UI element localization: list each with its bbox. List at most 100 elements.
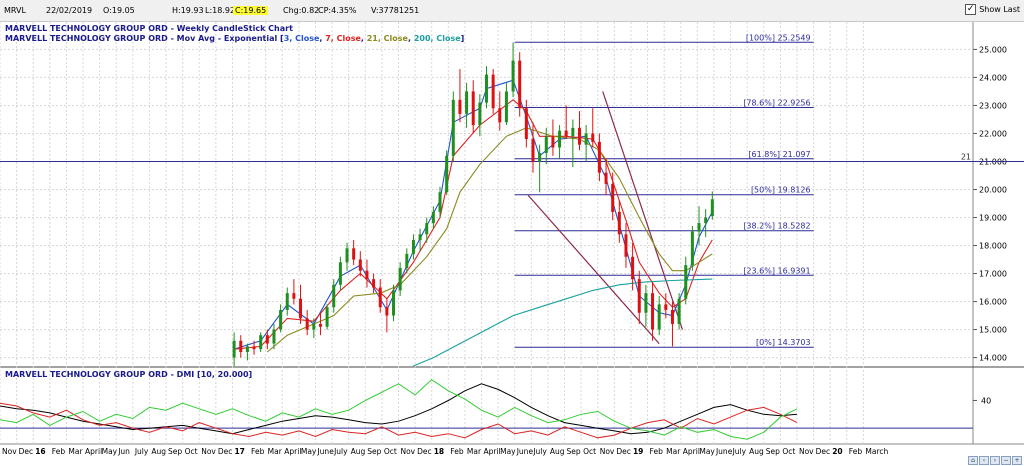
time-axis-label: Feb — [450, 447, 464, 456]
trendline — [527, 194, 660, 344]
show-last-checkbox[interactable]: ✓ — [965, 4, 977, 15]
time-axis-label: June — [715, 447, 733, 456]
candle-body — [411, 239, 415, 254]
time-axis-label: 20 — [832, 447, 842, 456]
legend-prefix: MARVELL TECHNOLOGY GROUP ORD - Mov Avg -… — [5, 34, 284, 43]
candle-body — [704, 217, 708, 224]
legend-item: 200, Close — [414, 34, 461, 43]
time-axis-label: April — [484, 447, 501, 456]
time-axis-label: Sep — [567, 447, 581, 456]
chevron-right-icon[interactable]: › — [990, 456, 1000, 465]
horizontal-line-label: 21 — [961, 152, 971, 161]
quote-change: Chg:0.82 — [283, 6, 320, 15]
quote-bar: MRVL 22/02/2019 O:19.05 H:19.93 L:18.92 … — [0, 0, 1024, 22]
chart-canvas: 14.000 15.000 16.000 17.000 18.000 19.000 20.0… — [0, 22, 1024, 466]
time-axis-label: March — [865, 447, 888, 456]
legend-separator: , — [319, 34, 325, 43]
time-axis-label: April — [284, 447, 301, 456]
candle-body — [584, 133, 588, 145]
candle-body — [239, 340, 243, 352]
candle-body — [564, 130, 568, 137]
candle-body — [385, 307, 389, 316]
candle-body — [684, 265, 688, 299]
indicator-legend: MARVELL TECHNOLOGY GROUP ORD - Mov Avg -… — [5, 34, 464, 43]
chart-nav-buttons: ⌂ ‹ › − + — [968, 456, 1022, 465]
zoom-in-icon[interactable]: + — [1012, 456, 1022, 465]
candle-body — [431, 211, 435, 224]
price-axis-background — [973, 22, 1024, 444]
candle-body — [624, 234, 628, 257]
time-axis-label: Feb — [251, 447, 265, 456]
time-axis-label: Dec — [19, 447, 34, 456]
time-axis-label: 18 — [434, 447, 444, 456]
time-axis-label: Oct — [185, 447, 198, 456]
quote-low: L:18.92 — [205, 6, 236, 15]
time-axis-label: May — [301, 447, 317, 456]
moving-average-200 — [413, 278, 713, 367]
time-axis-label: Oct — [583, 447, 596, 456]
price-tick-label: 14.000 — [979, 354, 1007, 363]
candle-body — [365, 270, 369, 280]
time-axis-label: Nov — [799, 447, 814, 456]
price-tick-label: 25.000 — [979, 45, 1007, 54]
candle-body — [498, 108, 502, 123]
candle-body — [670, 309, 674, 324]
fibonacci-level-label: [50%] 19.8126 — [751, 186, 811, 195]
time-axis-label: Dec — [417, 447, 432, 456]
candle-body — [418, 234, 422, 240]
time-axis-label: Sep — [168, 447, 182, 456]
candle-body — [617, 211, 621, 235]
time-axis-label: Nov — [600, 447, 615, 456]
candle-body — [597, 141, 601, 173]
time-axis-label: Mar — [68, 447, 83, 456]
fibonacci-level-label: [100%] 25.2549 — [746, 33, 811, 42]
price-tick-label: 16.000 — [979, 298, 1007, 307]
time-axis-label: Sep — [367, 447, 381, 456]
time-axis-label: 19 — [633, 447, 643, 456]
time-axis-label: April — [683, 447, 700, 456]
price-tick-label: 18.000 — [979, 242, 1007, 251]
fibonacci-level-label: [61.8%] 21.097 — [748, 150, 810, 159]
dmi-series-0 — [0, 383, 798, 435]
quote-date: 22/02/2019 — [46, 6, 93, 15]
candle-body — [332, 284, 336, 308]
candle-body — [710, 199, 714, 217]
chevron-left-icon[interactable]: ‹ — [979, 456, 989, 465]
candle-body — [398, 267, 402, 291]
candle-body — [232, 340, 236, 358]
time-axis-label: July — [732, 447, 747, 456]
candle-body — [259, 335, 263, 350]
fibonacci-level-label: [38.2%] 18.5282 — [743, 222, 810, 231]
candle-body — [285, 293, 289, 310]
show-last-label: Show Last — [979, 5, 1020, 14]
candle-body — [465, 91, 469, 114]
legend-separator: , — [408, 34, 414, 43]
candle-body — [491, 74, 495, 109]
dmi-tick-label: 40 — [981, 396, 991, 405]
fibonacci-level-label: [23.6%] 16.9391 — [743, 266, 810, 275]
quote-close: C:19.65 — [233, 6, 269, 15]
time-axis-label: Dec — [616, 447, 631, 456]
price-tick-label: 19.000 — [979, 214, 1007, 223]
time-axis-label: Aug — [550, 447, 565, 456]
home-icon[interactable]: ⌂ — [968, 456, 978, 465]
candle-body — [318, 323, 322, 327]
quote-volume: V:37781251 — [371, 6, 420, 15]
candle-body — [372, 279, 376, 288]
zoom-out-icon[interactable]: − — [1001, 456, 1011, 465]
candle-body — [265, 335, 269, 344]
candle-body — [544, 136, 548, 154]
chart-background — [0, 22, 1024, 466]
time-axis-label: Jun — [117, 447, 130, 456]
candle-body — [451, 99, 455, 156]
time-axis-label: Nov — [2, 447, 17, 456]
show-last-toggle[interactable]: ✓ Show Last — [965, 4, 1020, 15]
candle-body — [551, 136, 555, 148]
legend-item: 3, Close — [284, 34, 320, 43]
price-tick-label: 23.000 — [979, 101, 1007, 110]
price-tick-label: 22.000 — [979, 129, 1007, 138]
quote-open: O:19.05 — [103, 6, 135, 15]
dmi-series-1 — [0, 402, 798, 439]
quote-high: H:19.93 — [172, 6, 204, 15]
candle-body — [690, 231, 694, 266]
